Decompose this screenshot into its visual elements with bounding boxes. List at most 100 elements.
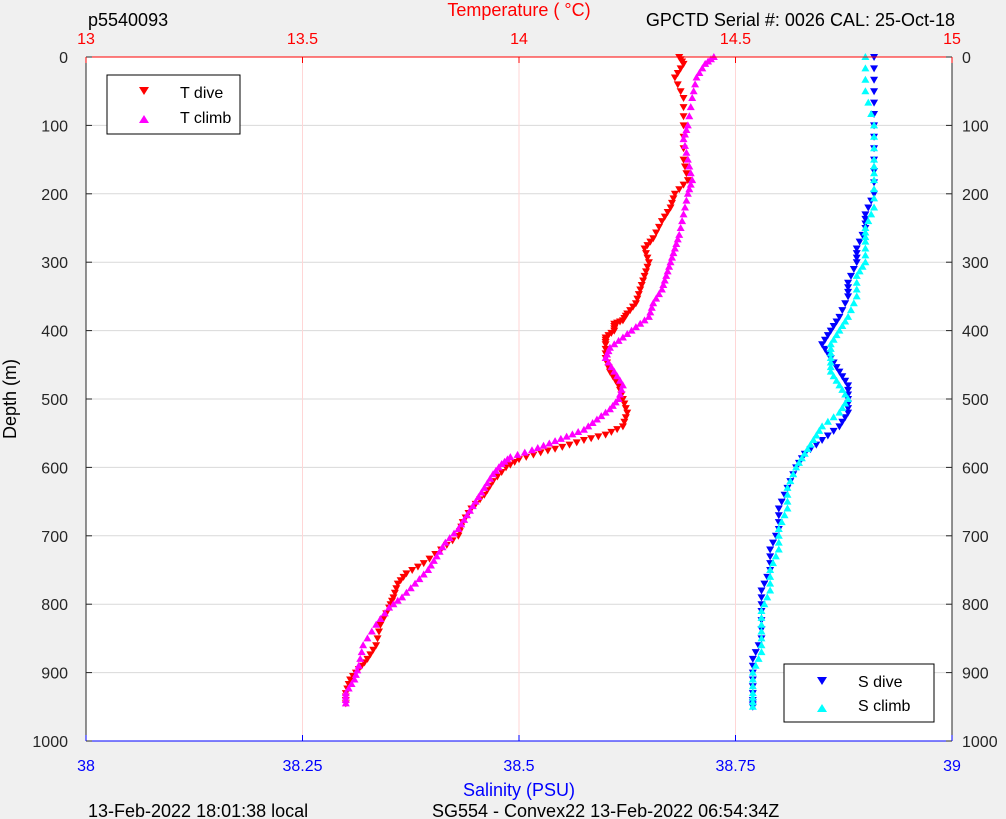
data-point: [844, 312, 853, 320]
data-point: [617, 385, 626, 393]
data-point: [870, 176, 879, 184]
data-point: [558, 443, 567, 451]
data-point: [852, 278, 861, 286]
data-point: [855, 267, 864, 275]
depth-tick-label-left: 500: [41, 392, 68, 409]
data-point: [835, 326, 844, 334]
data-point: [533, 444, 542, 452]
data-point: [861, 258, 870, 266]
data-point: [634, 291, 643, 299]
data-point: [393, 580, 402, 588]
data-point: [480, 483, 489, 491]
data-point: [832, 364, 841, 372]
data-point: [689, 87, 698, 95]
data-point: [477, 488, 486, 496]
data-point: [652, 294, 661, 302]
data-point: [870, 194, 879, 202]
data-point: [826, 327, 835, 335]
data-point: [774, 524, 783, 532]
data-point: [415, 575, 424, 583]
data-point: [588, 418, 597, 426]
legend-t-dive-label: T dive: [180, 85, 223, 102]
legend-temperature: T dive T climb: [106, 74, 241, 135]
data-point: [601, 341, 610, 349]
data-point: [769, 539, 778, 547]
data-point: [663, 209, 672, 217]
data-point: [618, 381, 627, 389]
data-point: [592, 415, 601, 423]
depth-tick-label-right: 0: [962, 50, 971, 67]
data-point: [618, 396, 627, 403]
data-point: [870, 65, 879, 73]
footer-local-time: 13-Feb-2022 18:01:38 local: [88, 801, 308, 819]
legend-s-dive-label: S dive: [858, 674, 903, 691]
data-point: [846, 306, 855, 314]
data-point: [587, 435, 596, 443]
data-point: [757, 620, 766, 628]
data-point: [844, 382, 853, 390]
data-point: [748, 698, 757, 706]
data-point: [441, 538, 450, 546]
data-point: [623, 409, 632, 417]
data-point: [691, 80, 700, 88]
data-point: [679, 104, 688, 112]
data-point: [682, 148, 691, 156]
data-point: [675, 186, 684, 194]
data-point: [861, 211, 870, 219]
data-point: [429, 556, 438, 564]
data-point: [870, 76, 879, 84]
series-s-climb: [748, 53, 879, 710]
depth-axis-title: Depth (m): [0, 359, 20, 439]
data-point: [486, 474, 495, 482]
data-point: [826, 358, 835, 366]
data-point: [679, 113, 688, 121]
data-point: [852, 292, 861, 300]
depth-tick-label-left: 700: [41, 529, 68, 546]
data-point: [660, 276, 669, 284]
data-point: [665, 262, 674, 270]
salinity-axis-title: Salinity (PSU): [463, 780, 575, 800]
data-point: [644, 259, 653, 267]
data-point: [766, 572, 775, 580]
data-point: [610, 340, 619, 348]
salinity-tick-label: 38.75: [715, 758, 755, 775]
data-point: [771, 552, 780, 560]
data-point: [568, 430, 577, 438]
data-point: [579, 425, 588, 433]
depth-tick-label-right: 1000: [962, 734, 998, 751]
data-point: [607, 428, 616, 436]
data-point: [460, 515, 469, 523]
data-point: [861, 224, 870, 231]
depth-tick-label-right: 600: [962, 460, 989, 477]
data-point: [366, 651, 375, 659]
data-point: [620, 400, 629, 408]
data-point: [757, 587, 766, 595]
data-point: [835, 368, 844, 376]
data-point: [774, 505, 783, 513]
data-point: [659, 281, 668, 288]
data-point: [660, 213, 669, 221]
data-point: [806, 440, 815, 448]
plot-id: p5540093: [88, 10, 168, 30]
data-point: [818, 437, 827, 445]
data-point: [513, 450, 522, 458]
data-point: [613, 426, 622, 434]
data-point: [616, 376, 625, 384]
data-point: [861, 237, 870, 245]
depth-tick-label-left: 600: [41, 460, 68, 477]
data-point: [679, 122, 688, 130]
data-point: [861, 233, 870, 241]
data-point: [618, 423, 627, 431]
data-point: [655, 223, 664, 231]
data-point: [614, 336, 623, 344]
data-point: [783, 497, 792, 505]
data-point: [852, 271, 861, 279]
data-point: [346, 676, 355, 684]
data-point: [594, 433, 603, 441]
data-point: [844, 288, 853, 296]
data-point: [497, 468, 506, 476]
data-point: [676, 65, 685, 73]
data-point: [657, 218, 666, 226]
data-point: [584, 422, 593, 430]
data-point: [870, 190, 879, 198]
